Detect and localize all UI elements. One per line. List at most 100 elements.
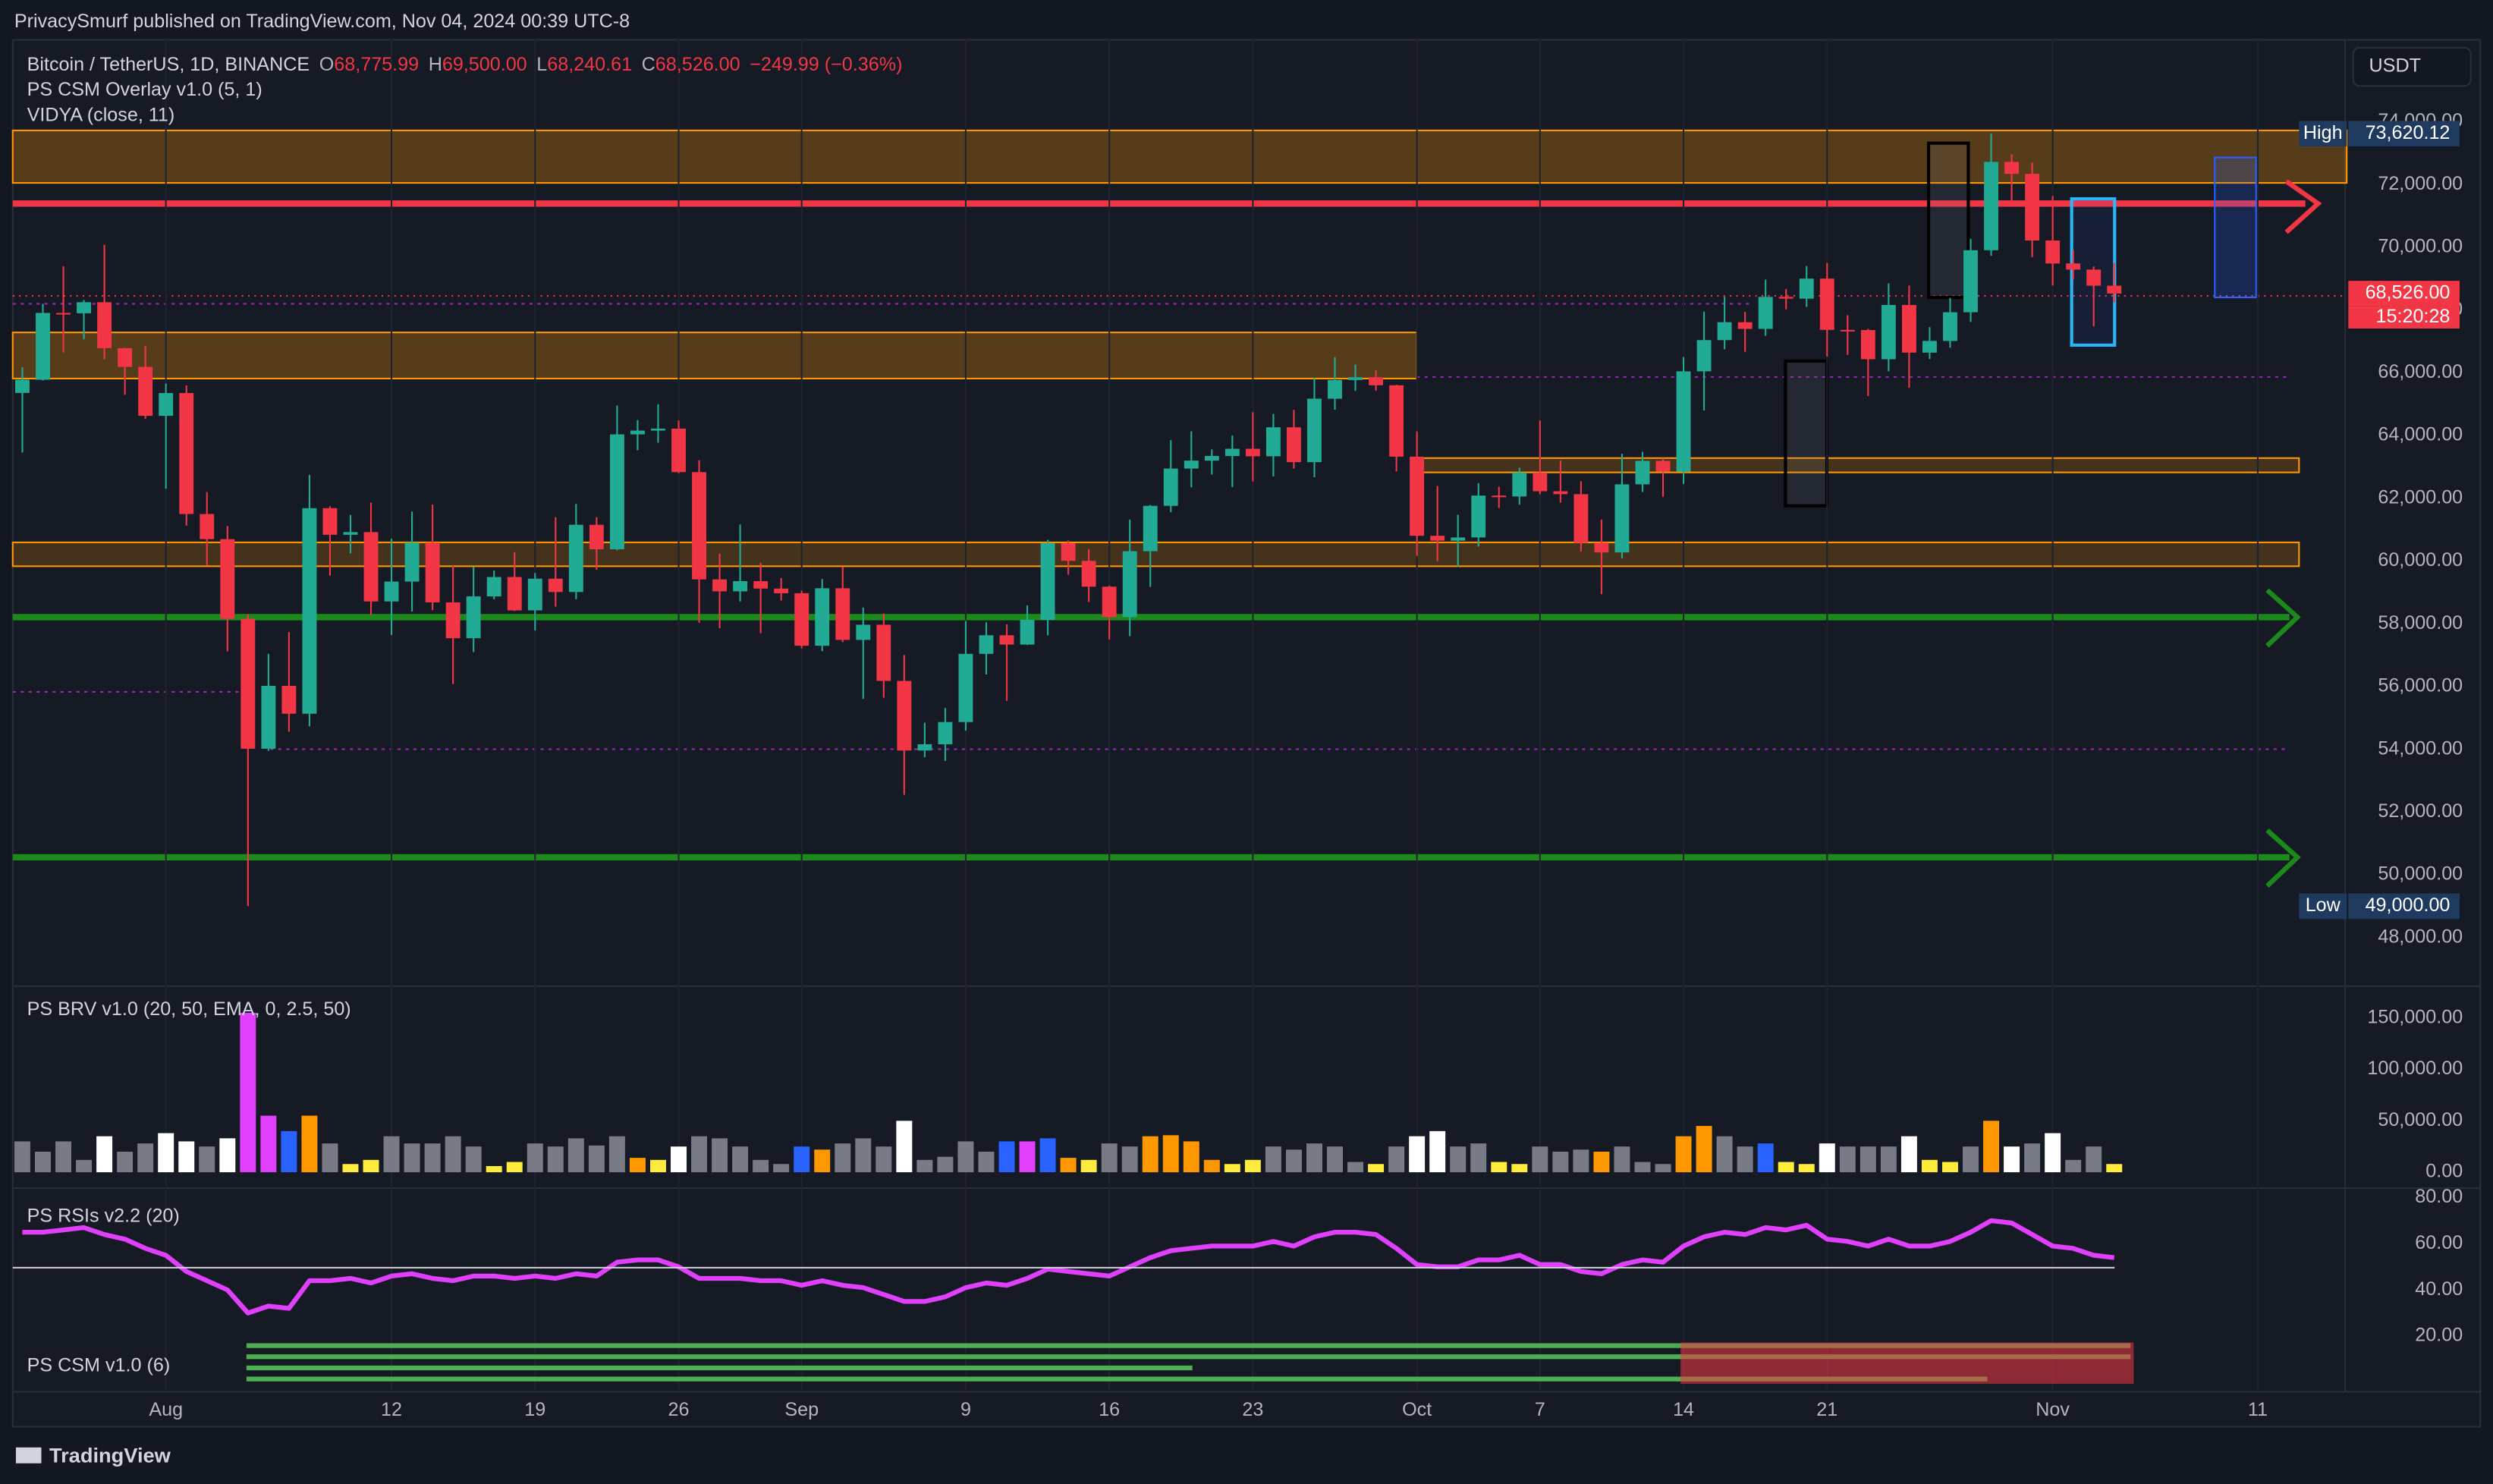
currency[interactable]: USDT	[2369, 55, 2421, 77]
candle-body	[2004, 162, 2019, 174]
bar	[178, 1141, 195, 1173]
y-tick-label: 80.00	[2415, 1186, 2463, 1207]
bar	[588, 1145, 605, 1173]
y-tick-label: 56,000.00	[2378, 675, 2463, 696]
candle-body	[1512, 472, 1527, 497]
plot	[14, 39, 2259, 1392]
pane-title: PS RSIs v2.2 (20)	[27, 1205, 180, 1226]
bar	[2004, 1146, 2020, 1173]
bar	[301, 1115, 318, 1173]
bar	[1798, 1164, 1815, 1173]
bar	[445, 1136, 461, 1173]
y-tick-label: 50,000.00	[2378, 863, 2463, 885]
bar	[137, 1143, 154, 1173]
candle-body	[1758, 297, 1773, 329]
o-value: 68,775.99	[334, 54, 419, 75]
bar	[342, 1164, 359, 1173]
candle-body	[979, 635, 994, 654]
bar	[486, 1165, 502, 1173]
change: −249.99 (−0.36%)	[750, 54, 902, 75]
zone	[11, 129, 2348, 184]
projection-box	[2214, 156, 2257, 299]
candle-body	[856, 624, 871, 640]
publisher: PrivacySmurf published on TradingView.co…	[14, 11, 630, 32]
candle-body	[1143, 505, 1158, 552]
bar	[1101, 1143, 1118, 1173]
candle-body	[1655, 461, 1671, 472]
candle-body	[917, 744, 932, 751]
countdown-bg	[2348, 306, 2460, 329]
candle-body	[835, 588, 850, 640]
bar	[649, 1159, 666, 1173]
bar	[753, 1159, 769, 1173]
currency-button[interactable]	[2352, 46, 2472, 87]
bar	[1285, 1149, 1302, 1173]
x-tick-label: Nov	[2036, 1399, 2070, 1420]
chart-frame	[11, 39, 2482, 1428]
bar	[1060, 1158, 1077, 1173]
candle-body	[1102, 586, 1117, 618]
bar	[240, 1012, 256, 1173]
candle-body	[118, 347, 133, 367]
csm-strip	[246, 1342, 2134, 1384]
bar	[2086, 1146, 2102, 1173]
box	[1784, 359, 1829, 508]
bar	[978, 1151, 995, 1173]
y-tick-label: 48,000.00	[2378, 926, 2463, 947]
y-tick-label: 66,000.00	[2378, 361, 2463, 382]
candle-body	[589, 524, 604, 549]
candle-body	[1696, 340, 1712, 372]
candle-body	[2086, 269, 2102, 286]
candle-body	[938, 722, 953, 745]
zone	[1416, 457, 2300, 473]
bar	[1552, 1151, 1569, 1173]
bar	[1347, 1162, 1364, 1173]
y-tick-label: 62,000.00	[2378, 486, 2463, 508]
candle-body	[261, 686, 276, 749]
candle-body	[651, 428, 665, 431]
bar	[1860, 1146, 1876, 1173]
bar	[1757, 1143, 1774, 1173]
bar	[1511, 1164, 1528, 1173]
x-tick-label: 16	[1099, 1399, 1120, 1420]
bar	[937, 1156, 954, 1173]
countdown: 15:20:28	[2376, 306, 2451, 327]
bar	[1941, 1162, 1958, 1173]
bar	[55, 1141, 72, 1173]
logo: TradingView	[49, 1444, 171, 1467]
price-tag-name-bg	[2299, 893, 2347, 920]
candle-body	[1430, 536, 1445, 541]
bar	[96, 1136, 113, 1173]
bar	[1778, 1162, 1794, 1173]
y-tick-label: 60,000.00	[2378, 549, 2463, 571]
candle-body	[1635, 461, 1650, 485]
bar	[1265, 1146, 1281, 1173]
candle-body	[568, 524, 583, 593]
price-tag-name: High	[2303, 122, 2343, 143]
bar	[219, 1138, 236, 1173]
h-label: H	[429, 54, 442, 75]
candle-body	[1307, 398, 1322, 463]
y-tick-label: 54,000.00	[2378, 737, 2463, 759]
candle-body	[1676, 371, 1691, 472]
bar	[35, 1151, 51, 1173]
c-label: C	[642, 54, 655, 75]
bar	[465, 1146, 482, 1173]
x-tick-label: 23	[1242, 1399, 1263, 1420]
candle-body	[1943, 312, 1957, 341]
candle-body	[548, 578, 563, 593]
csm-block	[1680, 1342, 2134, 1384]
bar	[1121, 1146, 1138, 1173]
bar	[1675, 1136, 1692, 1173]
candle-body	[1245, 448, 1260, 457]
candle-body	[1389, 385, 1404, 457]
candle-body	[1533, 472, 1548, 492]
candle-body	[630, 430, 645, 435]
candle-body	[322, 508, 338, 535]
bar	[1039, 1138, 1056, 1173]
bar	[547, 1146, 564, 1173]
candle-body	[445, 602, 461, 639]
candle-body	[404, 542, 420, 582]
candle-body	[1881, 304, 1896, 360]
